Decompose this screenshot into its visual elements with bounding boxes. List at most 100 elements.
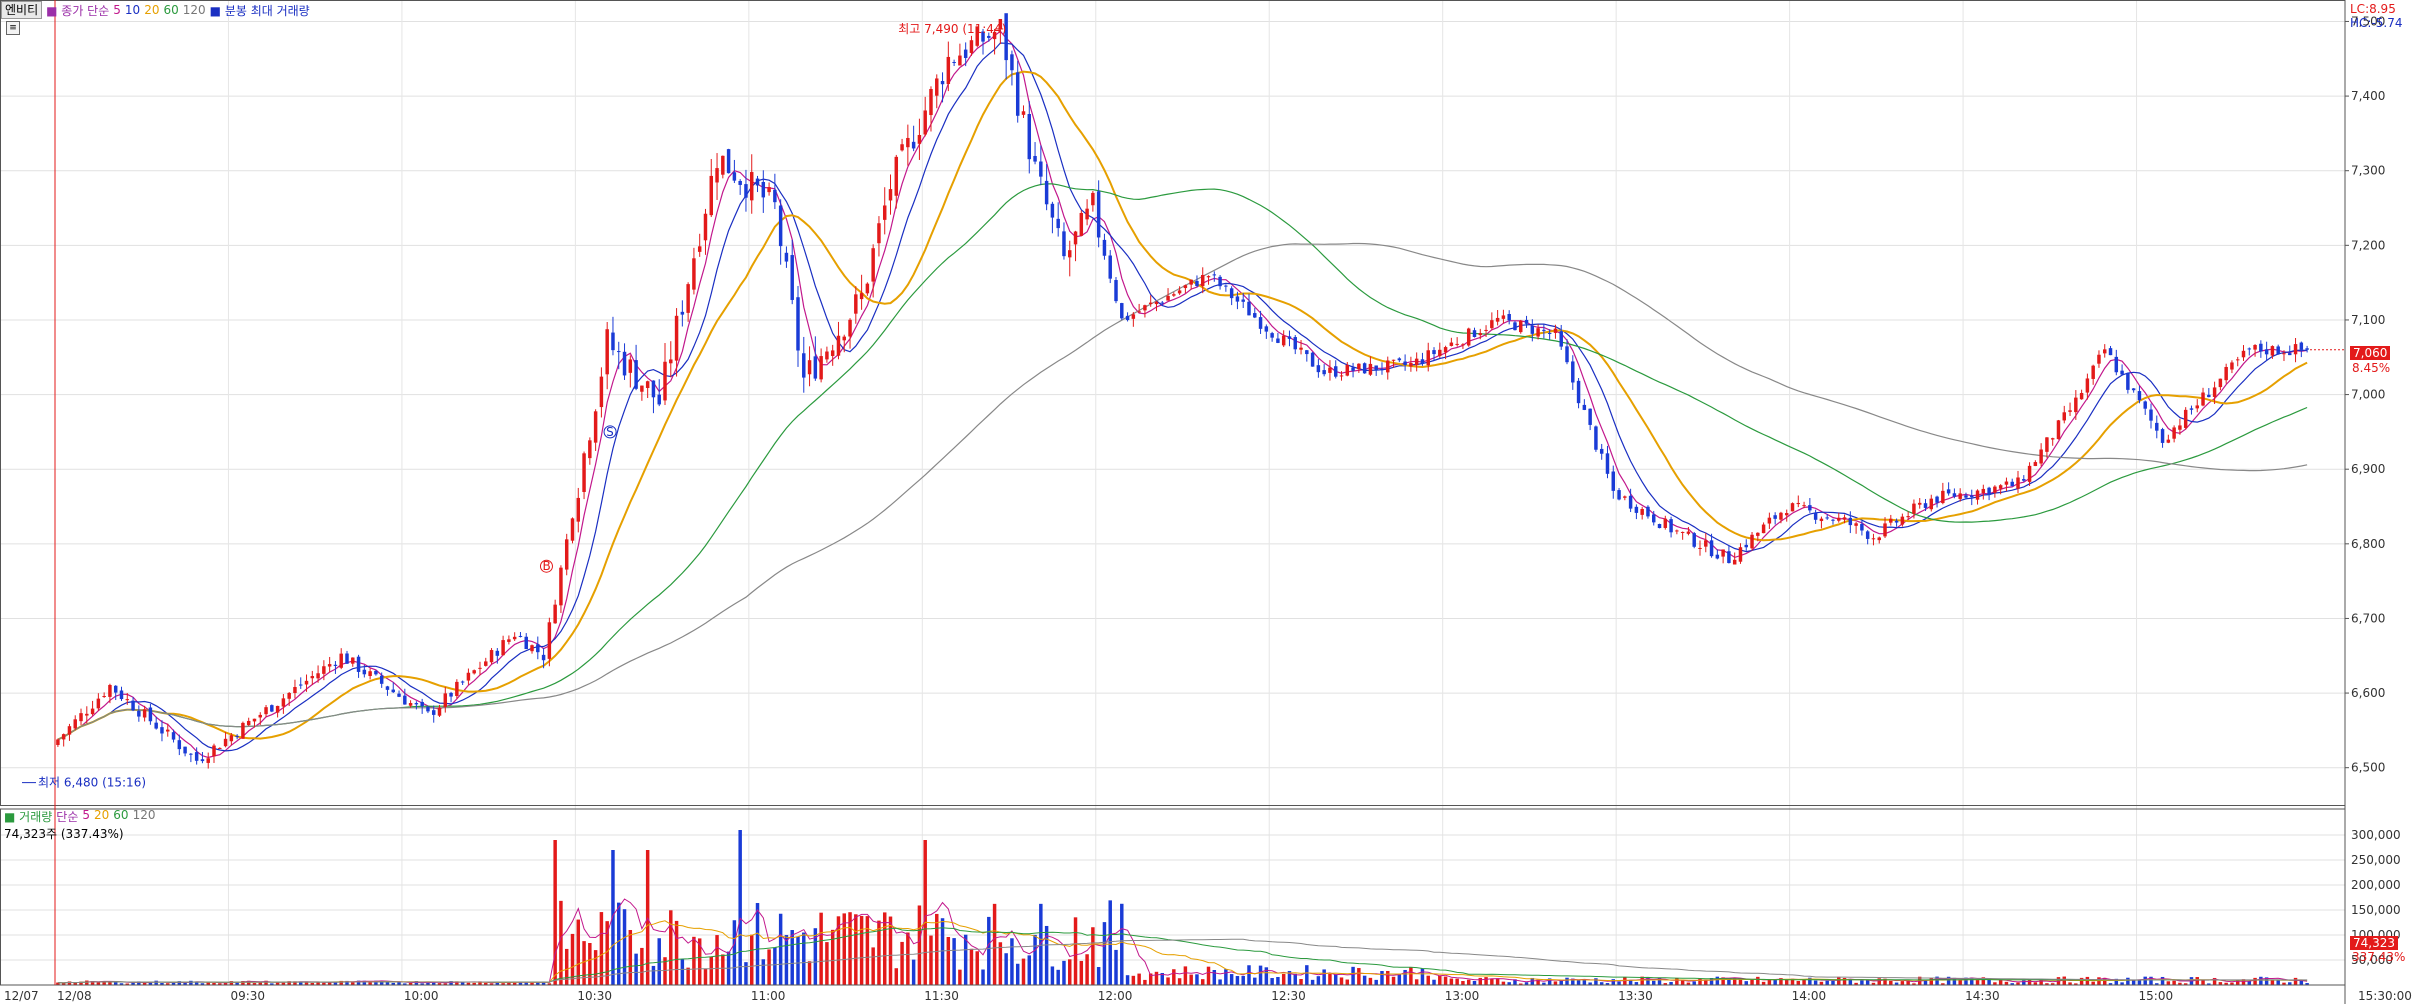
volume-bar: [1923, 980, 1928, 985]
volume-bar: [1484, 977, 1488, 985]
ma-period-5[interactable]: 5: [113, 3, 121, 17]
volume-bar: [1472, 981, 1477, 985]
candle-body: [1605, 453, 1610, 474]
vol-ma-period-5[interactable]: 5: [82, 808, 91, 822]
candle-body: [622, 351, 627, 376]
candle-body: [2160, 429, 2165, 443]
volume-bar: [1299, 979, 1303, 985]
volume-bar: [154, 980, 158, 985]
volume-bar: [1414, 979, 1419, 985]
chart-menu-icon[interactable]: ≡: [6, 21, 20, 35]
candle-body: [1131, 314, 1136, 319]
volume-bar: [1646, 977, 1650, 985]
candle-body: [137, 710, 141, 717]
volume-bar: [2091, 981, 2095, 985]
volume-bar: [1825, 980, 1829, 985]
candle-body: [1050, 203, 1055, 218]
candle-body: [154, 722, 158, 729]
candle-body: [148, 707, 153, 722]
time-tick-label: 09:30: [230, 989, 265, 1003]
candle-body: [692, 258, 696, 290]
candle-body: [512, 636, 517, 640]
candle-body: [1293, 337, 1297, 350]
candle-body: [1750, 534, 1754, 549]
candle-body: [981, 31, 985, 42]
candle-body: [223, 738, 228, 747]
candle-body: [1796, 502, 1801, 505]
candle-body: [1235, 296, 1240, 302]
candle-body: [2091, 365, 2095, 379]
candle-body: [113, 685, 118, 693]
candle-body: [131, 700, 135, 711]
vol-ma-period-120[interactable]: 120: [132, 808, 156, 822]
ma-period-120[interactable]: 120: [182, 3, 206, 17]
candle-body: [1808, 505, 1812, 511]
volume-label[interactable]: ■ 거래량: [4, 810, 53, 824]
vol-ma-period-20[interactable]: 20: [94, 808, 110, 822]
candle-body: [1426, 350, 1430, 366]
volume-bar: [1461, 981, 1465, 985]
candle-body: [2201, 392, 2205, 406]
volume-bar: [420, 983, 424, 985]
candle-body: [726, 149, 731, 174]
ma-label[interactable]: ■ 종가 단순: [46, 3, 110, 18]
volume-bar: [1096, 967, 1101, 985]
candle-body: [1085, 208, 1089, 220]
volume-ma-label[interactable]: 단순: [56, 810, 79, 824]
candle-body: [1195, 280, 1199, 287]
candle-body: [1397, 358, 1402, 361]
ma-period-10[interactable]: 10: [124, 3, 141, 17]
candle-body: [536, 644, 540, 653]
candle-body: [96, 698, 101, 709]
ma-period-20[interactable]: 20: [144, 3, 160, 17]
candle-body: [1079, 212, 1084, 236]
candle-body: [345, 653, 349, 664]
vol-ma-period-60[interactable]: 60: [113, 808, 129, 822]
candle-body: [489, 650, 494, 663]
volume-bar: [1669, 981, 1673, 985]
candle-body: [495, 650, 500, 656]
volume-bar: [1293, 973, 1297, 985]
candle-body: [362, 669, 367, 675]
max-volume-label[interactable]: ■ 분봉 최대 거래량: [209, 3, 310, 18]
volume-bar: [1727, 978, 1731, 985]
volume-bar: [1542, 982, 1546, 985]
volume-bar: [1345, 979, 1350, 985]
volume-bar: [495, 981, 500, 985]
volume-bar: [1721, 977, 1725, 985]
volume-bar: [819, 912, 823, 985]
ma-type-text: 종가 단순: [61, 3, 110, 18]
candle-body: [1952, 493, 1957, 497]
volume-bar: [484, 982, 488, 985]
volume-bar: [1276, 976, 1280, 985]
stock-name-button[interactable]: 엔비티: [1, 1, 43, 19]
volume-bar: [802, 932, 806, 985]
price-tick-label: 6,500: [2351, 761, 2385, 775]
candle-body: [1894, 520, 1899, 523]
candle-body: [553, 604, 557, 624]
ma-period-60[interactable]: 60: [163, 3, 179, 17]
candle-body: [923, 110, 927, 135]
annotations: 최고 7,490 (11:44) 최저 6,480 (15:16) B S: [22, 22, 2345, 790]
candle-body: [842, 336, 846, 341]
volume-bar: [1432, 979, 1436, 985]
volume-bar: [1553, 981, 1558, 985]
candle-body: [194, 752, 199, 761]
candle-body: [1732, 559, 1737, 565]
candle-body: [1553, 328, 1558, 333]
volume-bar: [1449, 978, 1454, 985]
volume-bar: [2027, 979, 2032, 985]
price-tick-label: 6,900: [2351, 462, 2385, 476]
volume-bar: [1929, 977, 1934, 985]
volume-bar: [1264, 967, 1269, 985]
candle-body: [1594, 426, 1598, 450]
candle-body: [1484, 329, 1488, 331]
candle-body: [1542, 329, 1546, 331]
volume-ma-line-120: [57, 938, 2308, 984]
candle-body: [2235, 359, 2240, 361]
candle-body: [2224, 366, 2228, 381]
volume-bar: [1270, 978, 1274, 985]
candle-body: [1646, 506, 1650, 517]
volume-bar: [958, 969, 962, 985]
